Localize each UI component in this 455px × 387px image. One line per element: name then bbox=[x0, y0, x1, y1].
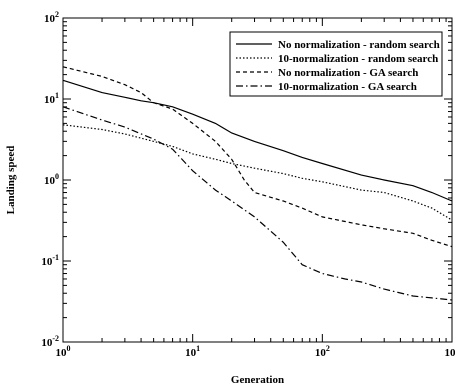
legend-box bbox=[229, 31, 443, 97]
legend-label-2: No normalization - GA search bbox=[278, 67, 418, 79]
x-tick-label: 100 bbox=[56, 344, 71, 359]
y-tick-label: 10-1 bbox=[41, 253, 59, 268]
series-line-0 bbox=[62, 79, 453, 202]
legend-label-0: No normalization - random search bbox=[278, 39, 440, 51]
legend-label-1: 10-normalization - random search bbox=[278, 53, 438, 65]
series-line-1 bbox=[62, 124, 453, 221]
legend: No normalization - random search 10-norma… bbox=[229, 31, 443, 97]
series-layer bbox=[62, 66, 453, 301]
y-tick-label: 102 bbox=[44, 10, 59, 25]
y-tick-label: 101 bbox=[44, 91, 59, 106]
series-line-2 bbox=[62, 66, 453, 248]
x-axis-title: Generation bbox=[231, 374, 284, 386]
y-axis-title: Landing speed bbox=[5, 146, 17, 215]
y-tick-label: 10-2 bbox=[41, 334, 59, 349]
axis-ticks: 100 101 102 103 10-2 10-1 100 101 102 bbox=[41, 10, 455, 359]
legend-label-3: 10-normalization - GA search bbox=[278, 81, 417, 93]
x-tick-label: 101 bbox=[185, 344, 200, 359]
series-line-3 bbox=[62, 106, 453, 301]
x-tick-label: 102 bbox=[315, 344, 330, 359]
x-tick-label: 103 bbox=[445, 344, 455, 359]
y-tick-label: 100 bbox=[44, 172, 59, 187]
